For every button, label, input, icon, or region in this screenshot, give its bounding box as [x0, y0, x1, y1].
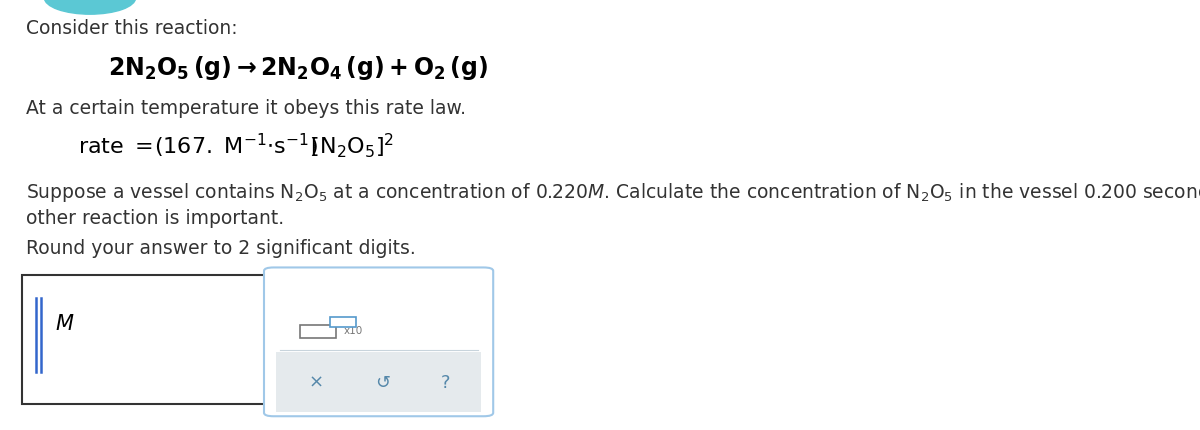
Bar — [276, 352, 481, 412]
Text: Suppose a vessel contains $\mathrm{N_2O_5}$ at a concentration of $0.220M$. Calc: Suppose a vessel contains $\mathrm{N_2O_… — [26, 181, 1200, 203]
Text: x10: x10 — [344, 326, 364, 336]
Text: $\mathrm{rate}\ =\!\left(167.\ \mathrm{M}^{-1}{\cdot}\mathrm{s}^{-1}\right)\!\!\: $\mathrm{rate}\ =\!\left(167.\ \mathrm{M… — [78, 131, 394, 160]
Text: ↺: ↺ — [376, 374, 390, 392]
Text: At a certain temperature it obeys this rate law.: At a certain temperature it obeys this r… — [26, 99, 467, 118]
Text: other reaction is important.: other reaction is important. — [26, 209, 284, 228]
Bar — [330, 317, 356, 327]
Text: ×: × — [308, 374, 323, 392]
Bar — [300, 325, 336, 338]
Text: $\mathbf{2N_2O_5\,(g) \rightarrow 2N_2O_4\,(g) +O_2\,(g)}$: $\mathbf{2N_2O_5\,(g) \rightarrow 2N_2O_… — [108, 54, 488, 82]
Text: $M$: $M$ — [55, 314, 74, 334]
Text: Round your answer to 2 significant digits.: Round your answer to 2 significant digit… — [26, 239, 416, 258]
Bar — [22, 275, 268, 404]
FancyBboxPatch shape — [264, 267, 493, 416]
Text: Consider this reaction:: Consider this reaction: — [26, 19, 238, 38]
Text: ?: ? — [442, 374, 450, 392]
Circle shape — [44, 0, 136, 14]
